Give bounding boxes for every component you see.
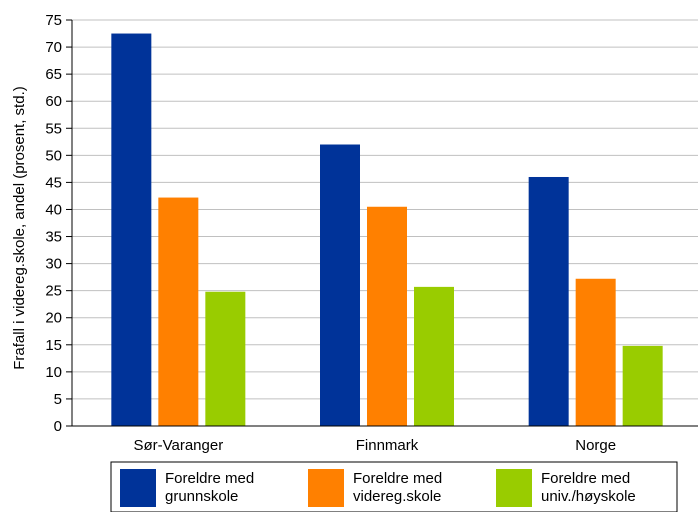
x-category-label: Sør-Varanger: [133, 437, 223, 454]
y-tick-label: 35: [45, 229, 62, 246]
legend-label: Foreldre med: [165, 470, 254, 487]
bar-1-1: [111, 33, 152, 427]
legend-label: Foreldre med: [541, 470, 630, 487]
y-tick-label: 5: [54, 391, 62, 408]
legend-swatch: [308, 469, 344, 507]
bar-1-3: [528, 176, 569, 426]
y-tick-label: 70: [45, 39, 62, 56]
y-tick-label: 15: [45, 337, 62, 354]
bar-3-3: [622, 345, 663, 426]
bar-3-2: [414, 286, 454, 426]
axes: [71, 20, 698, 427]
y-tick-label: 60: [45, 93, 62, 110]
y-tick-labels: 0 5 10 15 20 25 30 35 40 45 50 55 60 65 70 75: [45, 12, 62, 435]
legend-swatch: [120, 469, 156, 507]
y-tick-label: 30: [45, 256, 62, 273]
legend-label: grunnskole: [165, 488, 238, 505]
y-tick-label: 55: [45, 120, 62, 137]
x-category-label: Norge: [575, 437, 616, 454]
y-tick-label: 25: [45, 283, 62, 300]
legend-box: [110, 461, 678, 512]
legend-label: Foreldre med: [353, 470, 442, 487]
bar-2-3: [575, 278, 616, 426]
bar-2-1: [158, 197, 199, 426]
x-category-label: Finnmark: [356, 437, 419, 454]
y-tick-label: 45: [45, 174, 62, 191]
y-tick-label: 50: [45, 147, 62, 164]
legend-label: univ./høyskole: [541, 488, 636, 505]
y-tick-label: 65: [45, 66, 62, 83]
bar-3-1: [205, 291, 246, 426]
x-category-labels: Sør-Varanger Finnmark Norge: [133, 437, 616, 454]
y-tick-label: 10: [45, 364, 62, 381]
legend-label: videreg.skole: [353, 488, 441, 505]
bars: [111, 33, 663, 427]
y-tick-label: 40: [45, 201, 62, 218]
bar-1-2: [320, 144, 360, 427]
legend-swatch: [496, 469, 532, 507]
y-axis-label: Frafall i videreg.skole, andel (prosent,…: [11, 86, 28, 369]
y-tick-label: 20: [45, 310, 62, 327]
bar-2-2: [367, 206, 407, 426]
y-tick-label: 0: [54, 418, 62, 435]
y-tick-label: 75: [45, 12, 62, 29]
